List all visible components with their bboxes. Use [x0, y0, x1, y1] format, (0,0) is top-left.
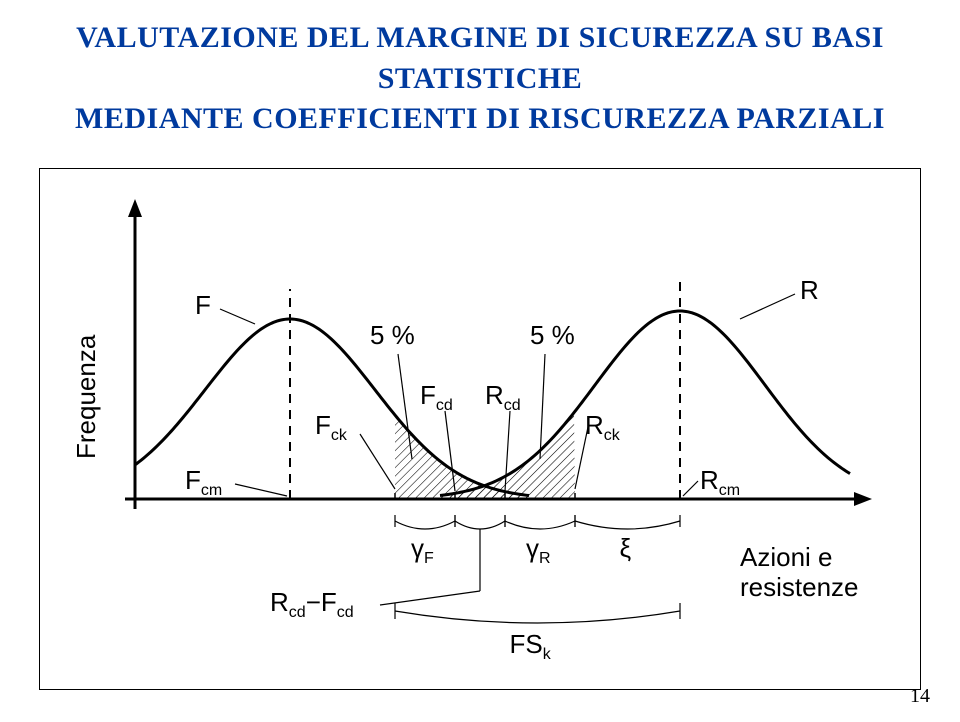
- svg-text:5 %: 5 %: [530, 320, 575, 350]
- svg-text:Fcd: Fcd: [420, 380, 453, 414]
- svg-text:γR: γR: [526, 533, 551, 567]
- svg-text:Rcm: Rcm: [700, 465, 740, 499]
- svg-text:5 %: 5 %: [370, 320, 415, 350]
- title-line-3: MEDIANTE COEFFICIENTI DI RISCUREZZA PARZ…: [0, 99, 960, 140]
- svg-text:Azioni e: Azioni e: [740, 542, 833, 572]
- svg-text:Frequenza: Frequenza: [71, 334, 101, 459]
- svg-text:Rck: Rck: [585, 410, 621, 444]
- page-number: 14: [910, 685, 930, 708]
- svg-text:FSk: FSk: [510, 629, 552, 663]
- svg-text:F: F: [195, 290, 211, 320]
- svg-text:ξ: ξ: [620, 533, 632, 563]
- svg-text:Fcm: Fcm: [185, 465, 222, 499]
- title-block: VALUTAZIONE DEL MARGINE DI SICUREZZA SU …: [0, 0, 960, 140]
- svg-text:resistenze: resistenze: [740, 572, 859, 602]
- title-line-1: VALUTAZIONE DEL MARGINE DI SICUREZZA SU …: [0, 18, 960, 59]
- svg-text:Rcd: Rcd: [485, 380, 521, 414]
- chart-container: Frequenza F R 5 % 5 % Fck Fcd Rcd Rck Fcm Rcm γF Rcd…: [39, 168, 921, 690]
- svg-text:Fck: Fck: [315, 410, 348, 444]
- svg-text:Rcd−Fcd: Rcd−Fcd: [270, 587, 354, 621]
- svg-text:γF: γF: [411, 533, 434, 567]
- chart-svg: Frequenza F R 5 % 5 % Fck Fcd Rcd Rck Fcm Rcm γF Rcd…: [40, 169, 920, 689]
- title-line-2: STATISTICHE: [0, 59, 960, 100]
- svg-text:R: R: [800, 275, 819, 305]
